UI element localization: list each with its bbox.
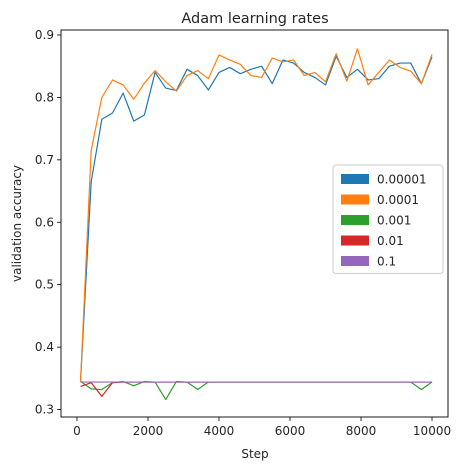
y-tick-label: 0.9 [35, 28, 54, 42]
chart-title: Adam learning rates [181, 11, 328, 27]
x-axis-title: Step [241, 447, 268, 461]
legend-swatch [341, 194, 369, 205]
legend-swatch [341, 235, 369, 246]
x-tick-label: 0 [73, 424, 81, 438]
legend-swatch [341, 256, 369, 266]
legend-frame [332, 164, 444, 274]
y-axis-title: validation accuracy [10, 165, 24, 282]
x-tick-label: 10000 [413, 424, 451, 438]
x-tick-label: 6000 [275, 424, 306, 438]
legend-label: 0.01 [377, 234, 404, 248]
y-tick-label: 0.4 [35, 340, 54, 354]
y-tick-label: 0.7 [35, 153, 54, 167]
x-tick-label: 2000 [133, 424, 164, 438]
legend-label: 0.00001 [377, 173, 427, 187]
legend-label: 0.1 [377, 255, 396, 269]
legend-swatch [341, 174, 369, 184]
y-tick-label: 0.3 [35, 403, 54, 417]
legend-swatch [341, 215, 369, 225]
plot-frame [60, 29, 449, 418]
legend: 0.00001 0.0001 0.001 0.01 0.1 [332, 164, 444, 274]
series-line-2 [79, 48, 433, 382]
x-tick-label: 4000 [204, 424, 235, 438]
y-tick-label: 0.6 [35, 215, 54, 229]
x-tick-label: 8000 [346, 424, 377, 438]
y-tick-label: 0.8 [35, 90, 54, 104]
legend-label: 0.0001 [377, 193, 419, 207]
y-tick-label: 0.5 [35, 278, 54, 292]
ticks-layer: 0 2000 4000 6000 8000 10000 0.3 0.4 0.5 0.6 0.7 0.8… [35, 28, 451, 438]
series-layer [79, 48, 433, 401]
legend-label: 0.001 [377, 214, 411, 228]
